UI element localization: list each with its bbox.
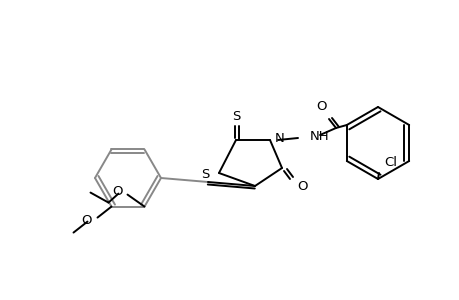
- Text: O: O: [81, 214, 91, 227]
- Text: O: O: [112, 185, 122, 198]
- Text: O: O: [297, 181, 307, 194]
- Text: N: N: [274, 133, 284, 146]
- Text: Cl: Cl: [383, 157, 396, 169]
- Text: O: O: [316, 100, 326, 113]
- Text: NH: NH: [309, 130, 329, 143]
- Text: S: S: [201, 167, 210, 181]
- Text: S: S: [231, 110, 240, 124]
